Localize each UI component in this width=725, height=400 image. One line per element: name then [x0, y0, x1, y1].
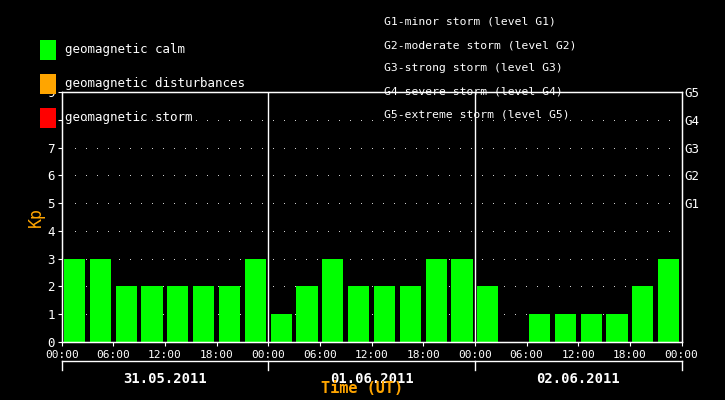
Text: 02.06.2011: 02.06.2011 — [536, 372, 620, 386]
Bar — [322, 259, 344, 342]
Bar — [348, 286, 369, 342]
Text: Time (UT): Time (UT) — [321, 381, 404, 396]
Bar — [452, 259, 473, 342]
Text: G3-strong storm (level G3): G3-strong storm (level G3) — [384, 64, 563, 74]
Bar — [374, 286, 395, 342]
Bar — [90, 259, 111, 342]
Bar — [529, 314, 550, 342]
Text: G1-minor storm (level G1): G1-minor storm (level G1) — [384, 17, 556, 27]
Text: G4-severe storm (level G4): G4-severe storm (level G4) — [384, 87, 563, 97]
Bar — [426, 259, 447, 342]
Text: geomagnetic disturbances: geomagnetic disturbances — [65, 78, 244, 90]
Bar — [219, 286, 240, 342]
Bar — [606, 314, 628, 342]
Text: geomagnetic storm: geomagnetic storm — [65, 112, 192, 124]
Bar — [167, 286, 188, 342]
Text: 31.05.2011: 31.05.2011 — [123, 372, 207, 386]
Bar — [632, 286, 653, 342]
Bar — [245, 259, 266, 342]
Y-axis label: Kp: Kp — [26, 207, 44, 227]
Bar — [658, 259, 679, 342]
Bar — [555, 314, 576, 342]
Text: G5-extreme storm (level G5): G5-extreme storm (level G5) — [384, 110, 570, 120]
Bar — [399, 286, 421, 342]
Bar — [477, 286, 498, 342]
Text: G2-moderate storm (level G2): G2-moderate storm (level G2) — [384, 40, 577, 50]
Bar — [193, 286, 215, 342]
Bar — [115, 286, 137, 342]
Text: geomagnetic calm: geomagnetic calm — [65, 44, 185, 56]
Bar — [581, 314, 602, 342]
Bar — [64, 259, 85, 342]
Bar — [297, 286, 318, 342]
Bar — [141, 286, 162, 342]
Text: 01.06.2011: 01.06.2011 — [330, 372, 413, 386]
Bar — [270, 314, 291, 342]
